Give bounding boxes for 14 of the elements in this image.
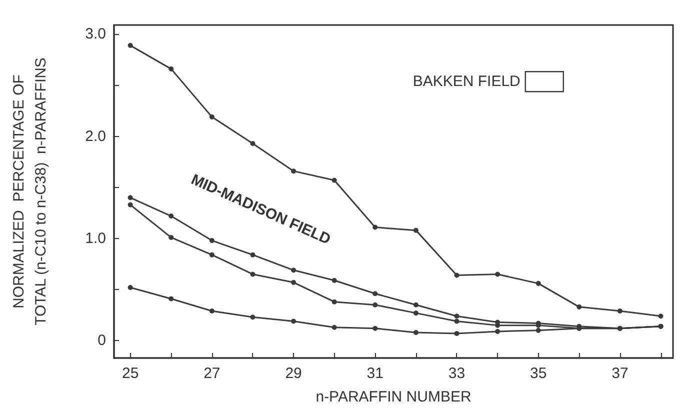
x-tick-label: 27 xyxy=(204,365,220,382)
y-tick-label: 2.0 xyxy=(85,128,106,145)
x-tick-label: 25 xyxy=(122,365,139,382)
x-tick-label: 35 xyxy=(530,365,547,382)
y-tick-label: 1.0 xyxy=(85,230,106,247)
x-tick-label: 37 xyxy=(612,365,628,382)
legend-label: BAKKEN FIELD xyxy=(412,73,521,90)
y-axis-title: NORMALIZED PERCENTAGE OF TOTAL (n-C10 to n-C38) n-PARAFFINS xyxy=(10,58,50,326)
x-tick-label: 31 xyxy=(366,365,384,382)
x-tick-label: 33 xyxy=(448,365,466,382)
y-tick-label: 0 xyxy=(98,332,106,350)
x-axis-title: n-PARAFFIN NUMBER xyxy=(316,388,472,406)
x-tick-label: 29 xyxy=(285,365,302,382)
y-tick-label: 3.0 xyxy=(85,26,106,43)
